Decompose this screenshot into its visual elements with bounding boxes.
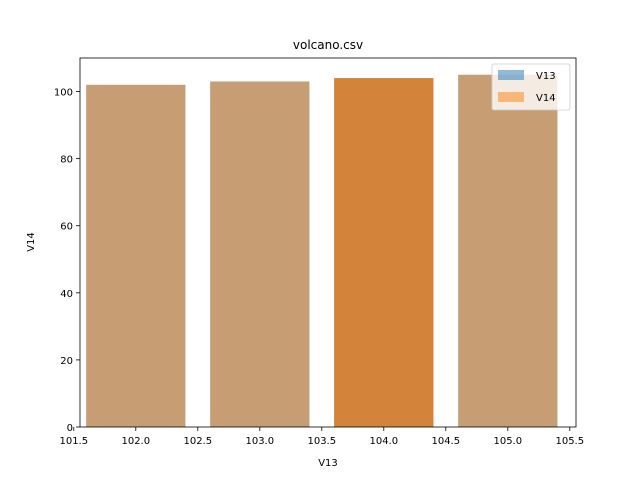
axes-layer	[79, 57, 577, 428]
y-tick-label: 20	[60, 356, 73, 367]
x-tick-label: 103.5	[307, 436, 336, 447]
bar-v14-105	[458, 74, 558, 427]
x-axis-ticks: 101.5 102.0 102.5 103.0 103.5 104.0 104.5 105.0…	[59, 427, 584, 447]
y-tick-label: 40	[60, 289, 73, 300]
bar-v14-102	[86, 84, 186, 427]
bar-v14-103	[210, 81, 310, 428]
chart-title: volcano.csv	[293, 38, 363, 52]
bars-layer	[86, 74, 558, 428]
y-tick-label: 100	[54, 88, 73, 99]
x-tick-label: 102.0	[121, 436, 150, 447]
legend-swatch-v13	[498, 70, 524, 80]
y-axis-ticks: 0 20 40 60 80 100	[54, 88, 80, 434]
x-tick-label: 104.0	[369, 436, 398, 447]
y-tick-label: 80	[60, 155, 73, 166]
y-tick-label: 60	[60, 222, 73, 233]
x-tick-label: 102.5	[183, 436, 212, 447]
legend-label-v14: V14	[536, 93, 556, 104]
x-tick-label: 105.5	[555, 436, 584, 447]
legend-swatch-v14	[498, 92, 524, 102]
plot-frame	[79, 57, 577, 428]
y-axis-title: V14	[26, 232, 37, 252]
x-axis-title: V13	[318, 458, 338, 469]
bar-highlight-104	[334, 78, 434, 428]
x-tick-label: 104.5	[431, 436, 460, 447]
legend-label-v13: V13	[536, 71, 556, 82]
y-tick-label: 0	[67, 423, 73, 434]
legend: V13 V14	[491, 63, 571, 111]
x-tick-label: 101.5	[59, 436, 88, 447]
x-tick-label: 103.0	[245, 436, 274, 447]
x-tick-label: 105.0	[493, 436, 522, 447]
